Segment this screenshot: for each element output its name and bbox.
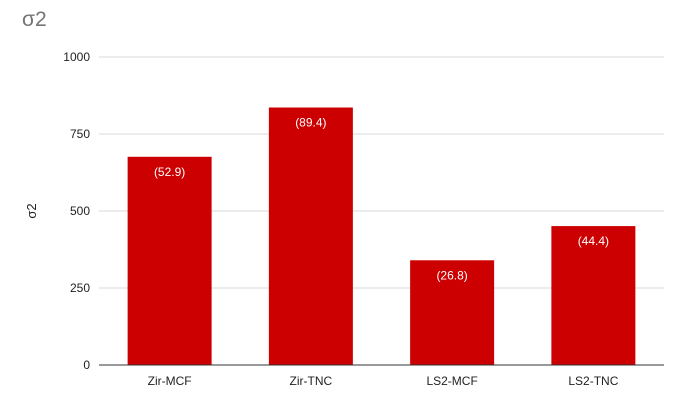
bar-ls2-mcf: [410, 260, 495, 365]
data-label: (89.4): [295, 116, 326, 130]
x-tick-label: LS2-TNC: [568, 374, 618, 388]
bar-zir-tnc: [268, 107, 353, 366]
y-axis-label: σ2: [24, 203, 39, 218]
x-axis-ticks: Zir-MCF Zir-TNC LS2-MCF LS2-TNC: [148, 374, 619, 388]
y-tick-label: 750: [70, 127, 90, 141]
y-tick-label: 0: [83, 358, 90, 372]
data-label: (44.4): [578, 234, 609, 248]
data-label: (52.9): [154, 165, 185, 179]
x-tick-label: Zir-TNC: [290, 374, 333, 388]
x-tick-label: Zir-MCF: [148, 374, 192, 388]
chart-title: σ2: [22, 8, 47, 31]
y-axis-ticks: 0 250 500 750 1000: [63, 50, 90, 372]
bars: [127, 107, 636, 366]
y-tick-label: 1000: [63, 50, 90, 64]
y-tick-label: 250: [70, 281, 90, 295]
bar-ls2-tnc: [551, 226, 636, 365]
x-tick-label: LS2-MCF: [426, 374, 477, 388]
y-tick-label: 500: [70, 204, 90, 218]
data-label: (26.8): [436, 268, 467, 282]
data-labels: (52.9) (89.4) (26.8) (44.4): [154, 116, 609, 283]
bar-zir-mcf: [127, 156, 212, 365]
